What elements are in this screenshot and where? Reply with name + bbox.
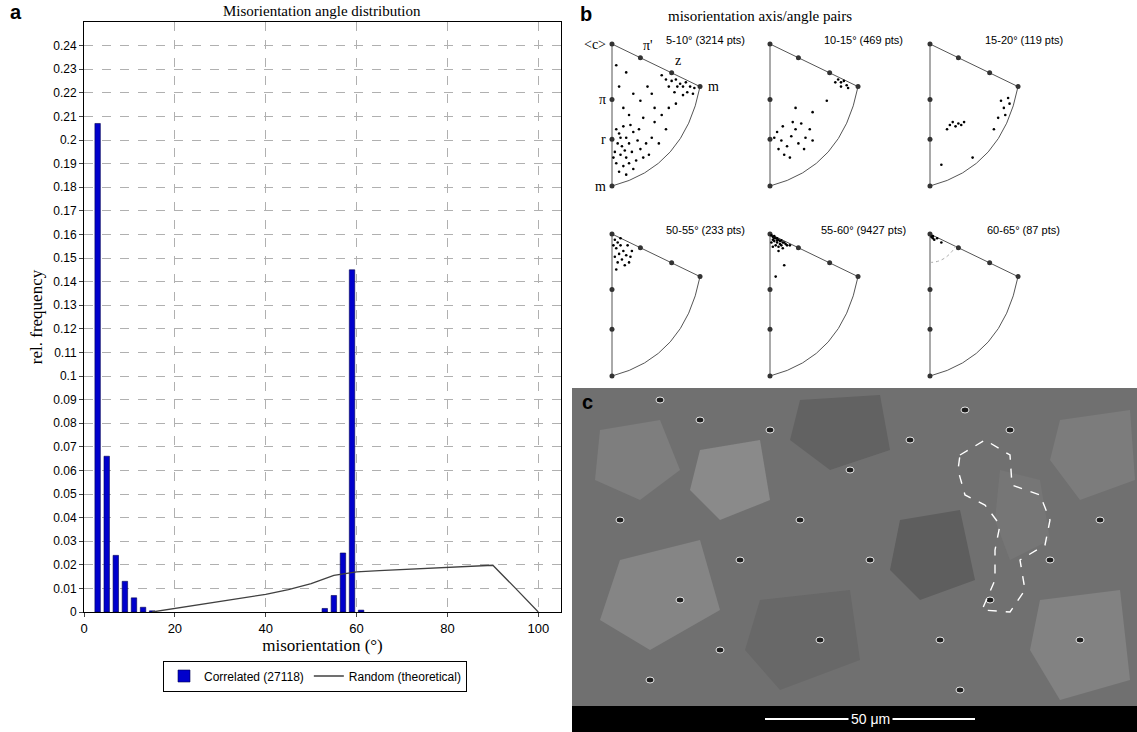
- svg-text:100: 100: [527, 621, 549, 636]
- svg-text:r: r: [601, 132, 606, 147]
- svg-text:b: b: [580, 3, 592, 25]
- svg-text:40: 40: [258, 621, 272, 636]
- svg-text:0.04: 0.04: [53, 511, 77, 525]
- svg-text:0.18: 0.18: [53, 180, 77, 194]
- svg-text:0.14: 0.14: [53, 275, 77, 289]
- svg-text:0.19: 0.19: [53, 157, 77, 171]
- svg-text:0.22: 0.22: [53, 86, 77, 100]
- svg-text:15-20° (119 pts): 15-20° (119 pts): [985, 34, 1063, 46]
- svg-text:z: z: [675, 53, 681, 68]
- svg-text:c: c: [582, 391, 593, 413]
- svg-text:a: a: [10, 1, 22, 23]
- svg-text:m: m: [708, 79, 719, 94]
- svg-text:0.01: 0.01: [53, 582, 77, 596]
- svg-text:50-55° (233 pts): 50-55° (233 pts): [666, 224, 745, 236]
- svg-text:0.13: 0.13: [53, 298, 77, 312]
- svg-text:π': π': [643, 38, 653, 53]
- svg-text:0.1: 0.1: [60, 369, 77, 383]
- svg-text:0.17: 0.17: [53, 204, 77, 218]
- svg-text:10-15° (469 pts): 10-15° (469 pts): [824, 34, 903, 46]
- svg-text:misorientation axis/angle pair: misorientation axis/angle pairs: [668, 8, 852, 24]
- svg-text:0.11: 0.11: [54, 346, 77, 360]
- svg-text:0.06: 0.06: [53, 464, 77, 478]
- svg-text:0.08: 0.08: [53, 416, 77, 430]
- svg-text:60-65° (87 pts): 60-65° (87 pts): [987, 224, 1060, 236]
- svg-text:0.16: 0.16: [53, 228, 77, 242]
- svg-text:80: 80: [440, 621, 454, 636]
- svg-text:0.15: 0.15: [53, 251, 77, 265]
- svg-text:Misorientation angle distribut: Misorientation angle distribution: [223, 3, 421, 19]
- svg-text:0.07: 0.07: [53, 440, 77, 454]
- svg-text:Random (theoretical): Random (theoretical): [349, 670, 461, 684]
- svg-text:20: 20: [168, 621, 182, 636]
- svg-text:0: 0: [80, 621, 87, 636]
- svg-text:π: π: [599, 92, 606, 107]
- svg-text:0.02: 0.02: [53, 558, 77, 572]
- svg-text:0.24: 0.24: [53, 39, 77, 53]
- svg-text:55-60° (9427 pts): 55-60° (9427 pts): [821, 224, 906, 236]
- svg-text:0.2: 0.2: [60, 133, 77, 147]
- svg-text:0.23: 0.23: [53, 62, 77, 76]
- svg-text:Correlated (27118): Correlated (27118): [204, 670, 304, 684]
- svg-text:0.03: 0.03: [53, 534, 77, 548]
- svg-text:rel. frequency: rel. frequency: [27, 269, 46, 364]
- svg-text:0.12: 0.12: [53, 322, 77, 336]
- svg-text:5-10° (3214 pts): 5-10° (3214 pts): [666, 34, 745, 46]
- svg-text:0.05: 0.05: [53, 487, 77, 501]
- svg-text:0.09: 0.09: [53, 393, 77, 407]
- svg-text:50 μm: 50 μm: [851, 711, 890, 727]
- svg-text:60: 60: [349, 621, 363, 636]
- svg-text:0: 0: [70, 605, 77, 619]
- svg-text:m: m: [595, 179, 606, 194]
- svg-text:<c>: <c>: [584, 37, 606, 52]
- svg-text:misorientation (°): misorientation (°): [262, 636, 383, 655]
- svg-text:0.21: 0.21: [53, 110, 77, 124]
